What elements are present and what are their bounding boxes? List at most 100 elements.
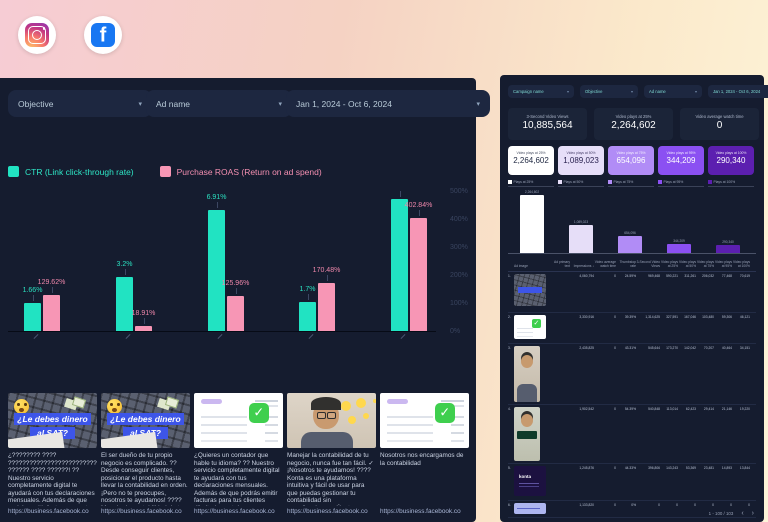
table-row: 5. konta 1,245,876 0 44.33% 396,806 143,…: [508, 464, 756, 501]
left-dashboard-panel: Objective ▾ Ad name ▾ Jan 1, 2024 - Oct …: [0, 78, 490, 522]
plays-card-label: Video plays at 95%: [666, 151, 696, 155]
roas-bar-5: 402.84%: [405, 202, 432, 331]
table-row: 2. 3,330,916 0 39.39% 1,314,625 327,591 …: [508, 313, 756, 344]
facebook-icon[interactable]: [84, 16, 122, 54]
roas-bar-4: 170.48%: [313, 267, 340, 331]
date-range-filter-dropdown[interactable]: Jan 1, 2024 - Oct 6, 2024▾: [708, 85, 768, 98]
ad-thumbnail-keyboard: ¿Le debes dinero al SAT?: [8, 393, 97, 448]
row-thumbnail-keyboard: [514, 273, 546, 306]
plays-card-100: Video plays at 100% 290,340: [708, 146, 754, 175]
col-plays-95[interactable]: Video plays at 95%: [715, 260, 732, 268]
ad-link[interactable]: https://business.facebook.co: [194, 508, 275, 515]
x-axis-tick: [217, 334, 223, 339]
ctr-roas-bar-chart: 1.66% 129.62% 3.2% 18.91% 6.91% 125.96% …: [8, 186, 436, 332]
summary-card-value: 0: [716, 120, 723, 131]
ad-name-filter-dropdown[interactable]: Ad name ▾: [644, 85, 702, 98]
ad-primary-text: El ser dueño de tu propio negocio es com…: [101, 452, 188, 506]
col-plays-75[interactable]: Video plays at 75%: [697, 260, 714, 268]
summary-cards-row: 3-Second Video Views 10,885,564 Video pl…: [508, 108, 759, 140]
ad-link[interactable]: https://business.facebook.co: [8, 508, 89, 515]
campaign-name-filter-label: Campaign name: [513, 89, 544, 94]
col-impressions[interactable]: Impressions ↓: [573, 263, 594, 268]
ad-name-filter-label: Ad name: [156, 98, 191, 109]
summary-card-plays-25: Video plays at 25% 2,264,602: [594, 108, 673, 140]
chevron-down-icon: ▾: [566, 89, 569, 94]
legend-item: Plays at 75%: [608, 180, 654, 187]
objective-filter-label: Objective: [585, 89, 603, 94]
y-axis-tick: 100%: [450, 300, 468, 307]
funnel-chart-legend: Plays at 25% Plays at 50% Plays at 75% P…: [508, 180, 754, 187]
chevron-down-icon: ▾: [278, 100, 282, 108]
funnel-bar-100: 290,340: [716, 240, 740, 253]
y-axis-tick: 200%: [450, 272, 468, 279]
plays-card-75: Video plays at 75% 654,096: [608, 146, 654, 175]
ad-card-5: Nosotros nos encargamos de la contabilid…: [380, 393, 469, 515]
ad-overlay-text: ¿Le debes dinero: [107, 412, 184, 425]
col-3s-views[interactable]: 3-Second Video Views: [636, 260, 660, 268]
plays-card-value: 344,209: [666, 156, 696, 165]
funnel-bar-25: 2,264,602: [520, 190, 544, 253]
row-thumbnail-selfie: [514, 406, 540, 461]
x-axis-tick: [400, 334, 406, 339]
funnel-bar-50: 1,089,023: [569, 220, 593, 253]
video-plays-cards-row: Video plays at 25% 2,264,602 Video plays…: [508, 146, 754, 175]
col-thumbstop-rate[interactable]: Thumbstop rate: [619, 260, 637, 268]
green-check-icon: [434, 402, 455, 423]
plays-card-label: Video plays at 75%: [616, 151, 646, 155]
ctr-bar-5: [391, 191, 408, 331]
plays-card-value: 1,089,023: [563, 156, 599, 165]
pagination-range-label: 1 - 100 / 103: [708, 511, 734, 516]
chart-legend: CTR (Link click-through rate) Purchase R…: [8, 166, 322, 177]
ad-link[interactable]: https://business.facebook.co: [287, 508, 368, 515]
col-plays-25[interactable]: Video plays at 25%: [661, 260, 678, 268]
y-axis-tick: 500%: [450, 188, 468, 195]
video-plays-funnel-chart: 2,264,602 1,089,023 654,096 344,209 290,…: [508, 190, 756, 254]
roas-bar-1: 129.62%: [38, 279, 65, 331]
legend-item: Plays at 25%: [508, 180, 554, 187]
x-axis-tick: [33, 334, 39, 339]
summary-card-label: Video average watch time: [695, 114, 744, 119]
objective-filter-label: Objective: [18, 98, 54, 109]
objective-filter-dropdown[interactable]: Objective ▾: [8, 90, 152, 117]
legend-item: Plays at 100%: [708, 180, 754, 187]
ad-card-4: Manejar la contabilidad de tu negocio, n…: [287, 393, 376, 515]
ad-link[interactable]: https://business.facebook.co: [380, 508, 461, 515]
instagram-icon[interactable]: [18, 16, 56, 54]
pagination-next-button[interactable]: ›: [751, 510, 754, 517]
receipt-pill: [387, 398, 409, 404]
y-axis-tick: 300%: [450, 244, 468, 251]
roas-bar-3: 125.96%: [222, 280, 249, 331]
chevron-down-icon: ▾: [138, 100, 142, 108]
col-plays-50[interactable]: Video plays at 50%: [679, 260, 696, 268]
summary-card-3s-views: 3-Second Video Views 10,885,564: [508, 108, 587, 140]
plays-card-label: Video plays at 25%: [516, 151, 546, 155]
x-axis-tick: [308, 334, 314, 339]
ad-name-filter-label: Ad name: [649, 89, 666, 94]
col-ad-image: Ad image: [514, 263, 528, 268]
ads-data-table: Ad image Ad primary text Impressions ↓ V…: [508, 260, 756, 518]
ctr-bar-2: 3.2%: [116, 261, 133, 331]
ad-primary-text: ¿Quieres un contador que hable tu idioma…: [194, 452, 280, 506]
ad-link[interactable]: https://business.facebook.co: [101, 508, 182, 515]
col-plays-100[interactable]: Video plays at 100%: [733, 260, 750, 268]
ad-name-filter-dropdown[interactable]: Ad name ▾: [146, 90, 292, 117]
receipt-pill: [201, 398, 223, 404]
campaign-name-filter-dropdown[interactable]: Campaign name ▾: [508, 85, 574, 98]
ctr-legend-label: CTR (Link click-through rate): [25, 166, 134, 177]
chevron-down-icon: ▾: [694, 89, 697, 94]
date-range-filter-dropdown[interactable]: Jan 1, 2024 - Oct 6, 2024 ▾: [286, 90, 490, 117]
objective-filter-dropdown[interactable]: Objective ▾: [580, 85, 638, 98]
pagination-prev-button[interactable]: ‹: [741, 510, 744, 517]
plays-card-50: Video plays at 50% 1,089,023: [558, 146, 604, 175]
y-axis-tick: 400%: [450, 216, 468, 223]
instagram-glyph: [25, 23, 49, 47]
ad-card-3: ¿Quieres un contador que hable tu idioma…: [194, 393, 283, 515]
ctr-legend-swatch: [8, 166, 19, 177]
receipt-lines: [387, 416, 434, 419]
col-avg-watch-time[interactable]: Video average watch time: [594, 260, 616, 268]
plays-card-value: 290,340: [716, 156, 746, 165]
legend-item-roas: Purchase ROAS (Return on ad spend): [159, 166, 322, 177]
plays-card-95: Video plays at 95% 344,209: [658, 146, 704, 175]
money-emoji-icon: [164, 396, 180, 409]
ad-primary-text: Manejar la contabilidad de tu negocio, n…: [287, 452, 374, 506]
